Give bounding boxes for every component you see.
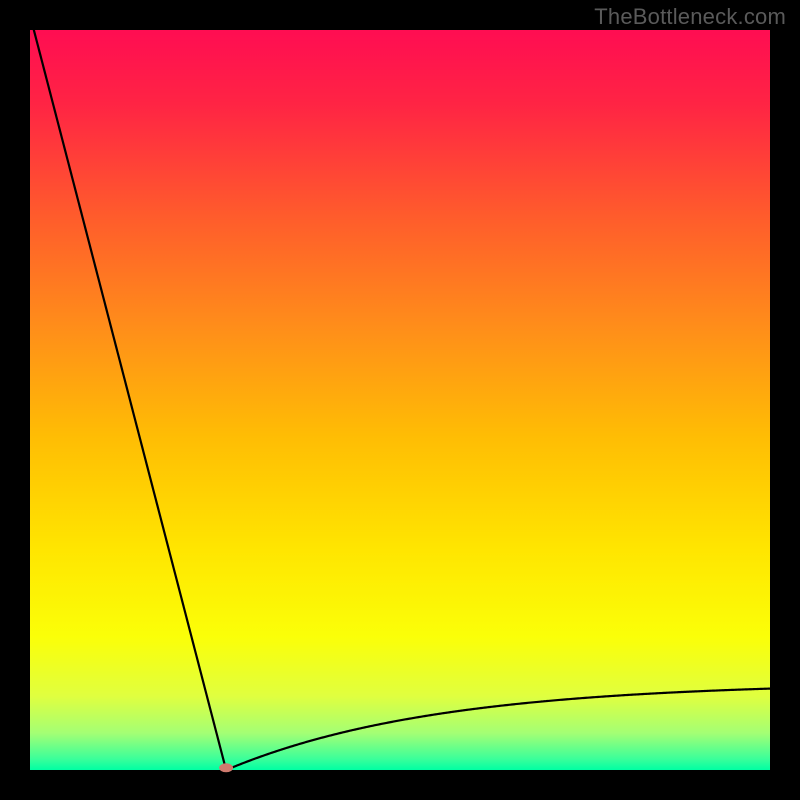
watermark-text: TheBottleneck.com bbox=[594, 4, 786, 30]
vertex-marker bbox=[219, 763, 233, 772]
chart-container: TheBottleneck.com bbox=[0, 0, 800, 800]
bottleneck-chart bbox=[0, 0, 800, 800]
